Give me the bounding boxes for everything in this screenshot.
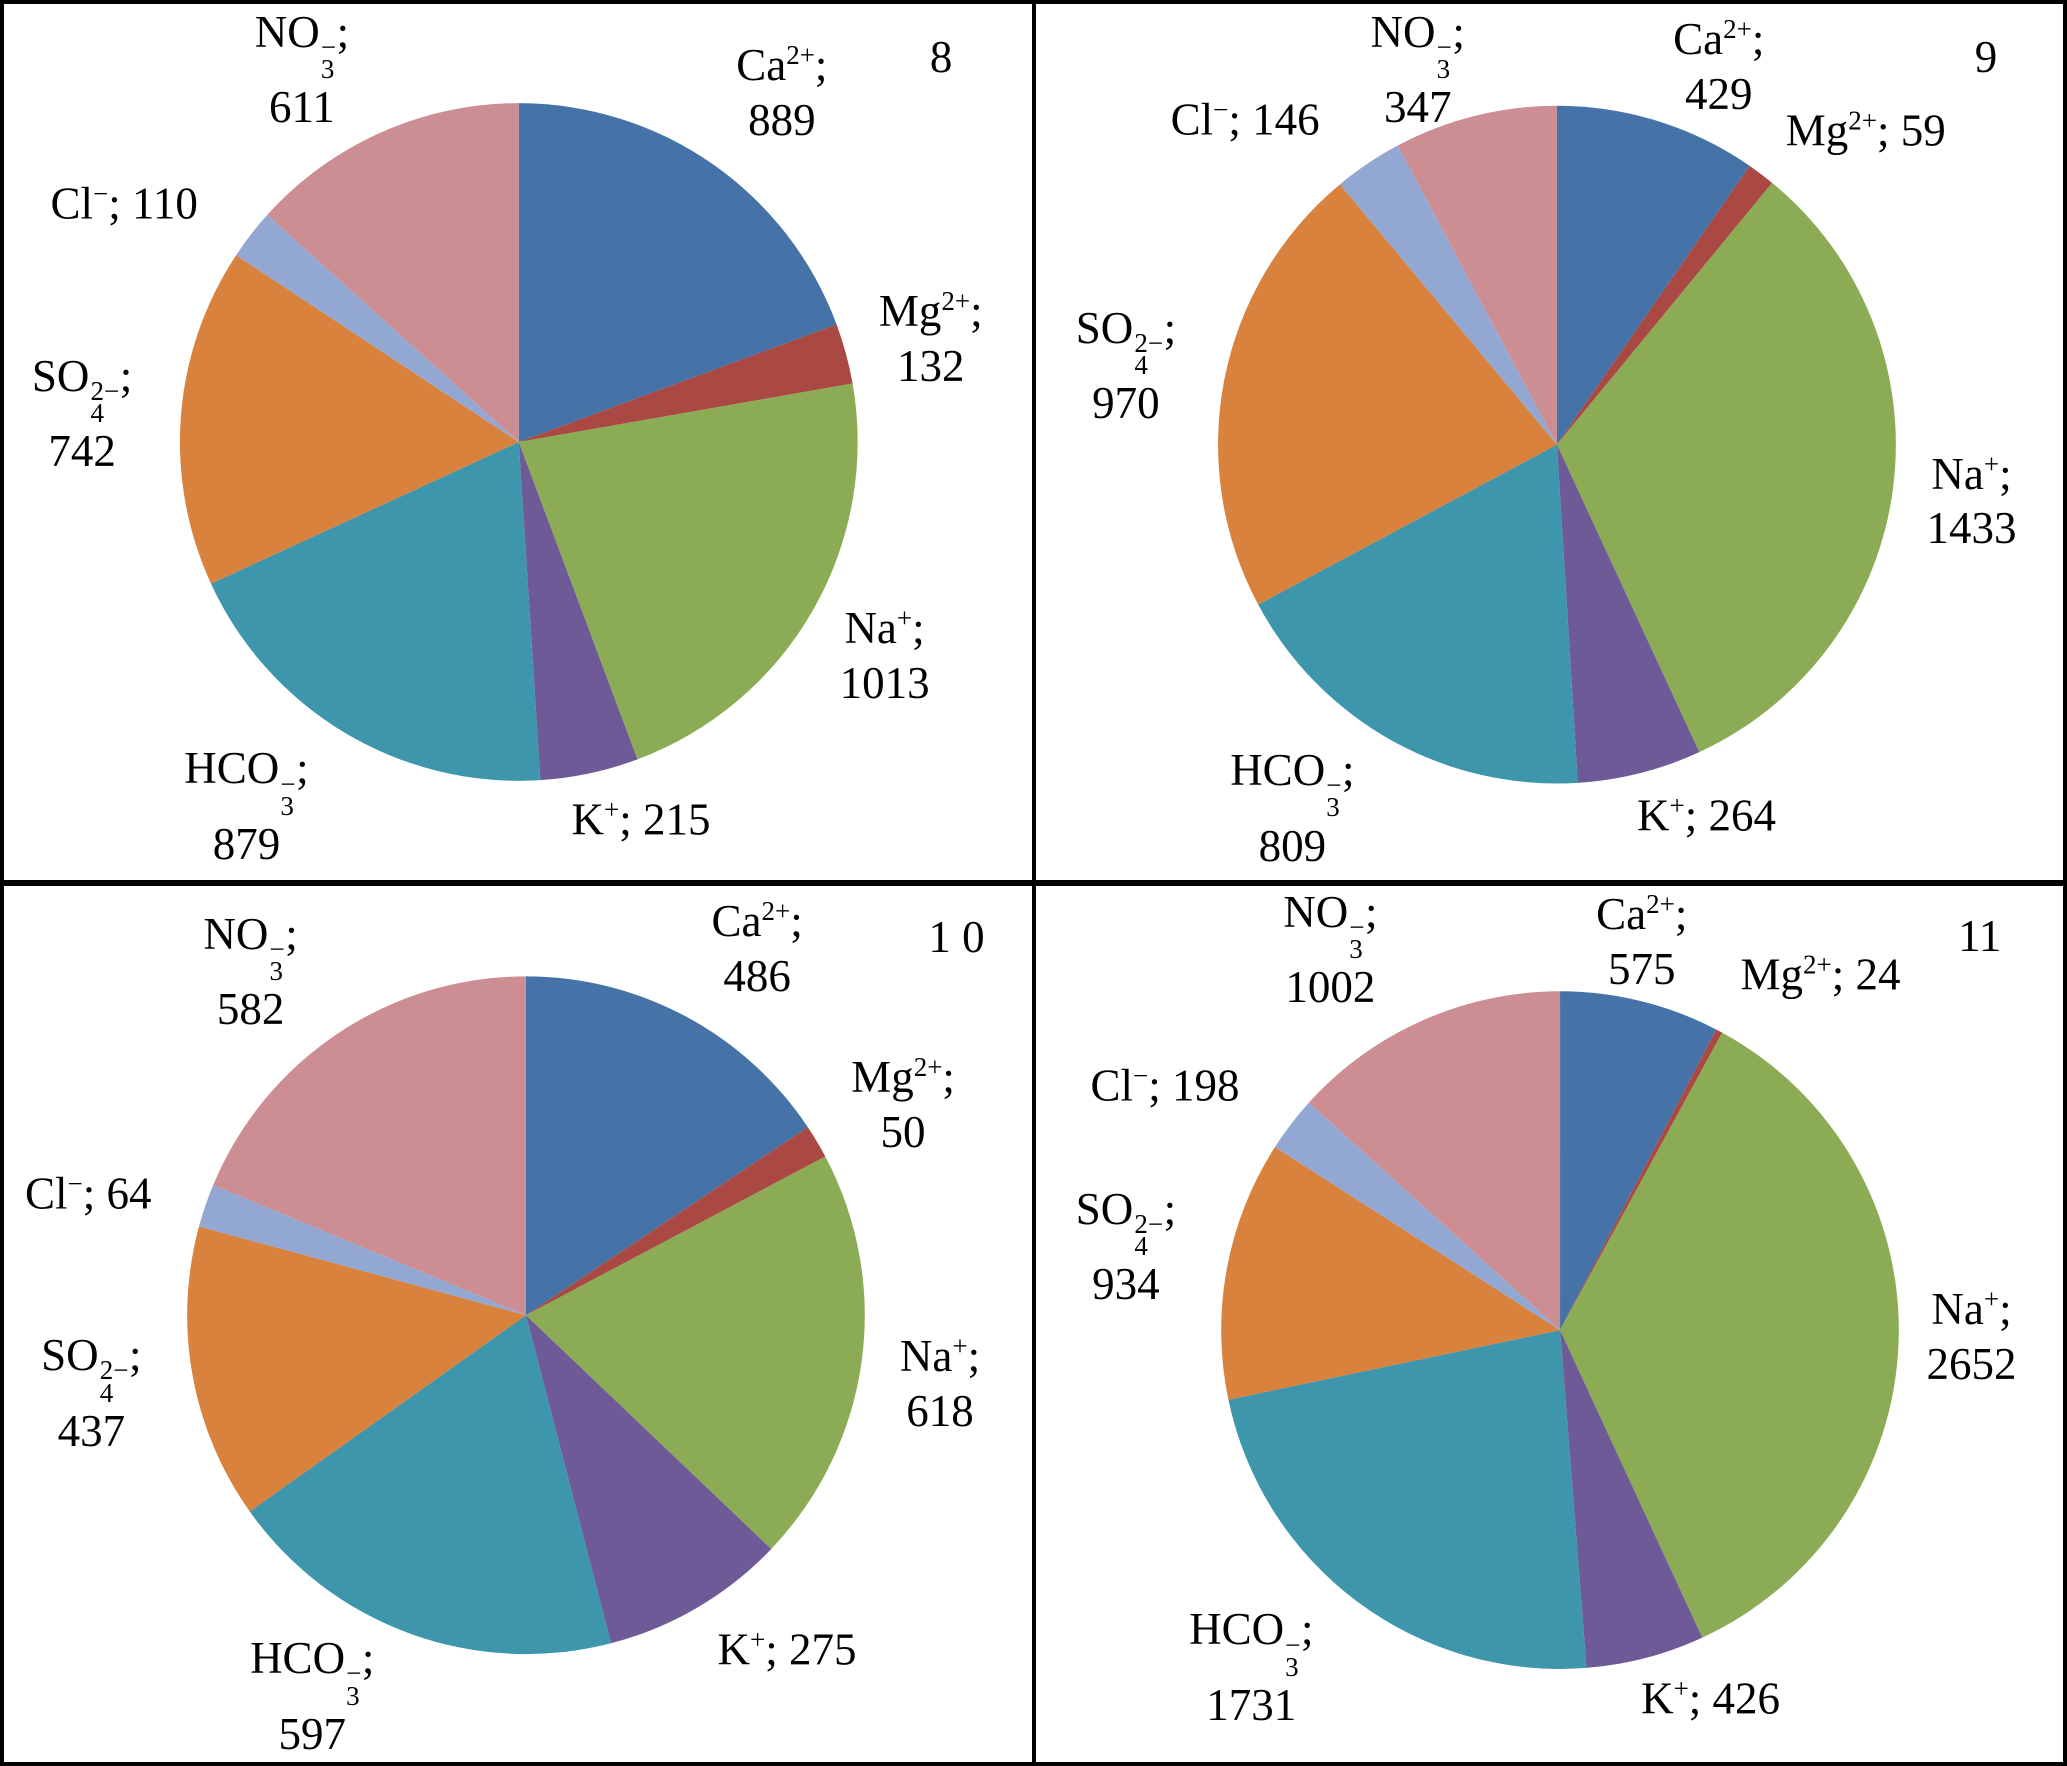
label-mg-panel-9: Mg2+; 59 [1785, 105, 1946, 156]
label-na-panel-11: Na+; 2652 [1926, 1284, 2017, 1390]
hco3-subsup: −3 [1326, 770, 1342, 823]
slice-k-panel-10 [525, 1315, 772, 1644]
label-k-panel-10: K+; 275 [717, 1624, 857, 1675]
slice-hco3-panel-11 [1227, 1330, 1587, 1669]
slice-cl-panel-9 [1339, 145, 1557, 445]
label-ca-panel-10: Ca2+; 486 [711, 896, 803, 1002]
slice-cl-panel-8 [236, 214, 519, 442]
panel-10: 1 0 Ca2+; 486 Mg2+; 50 Na+; 618 K+; 275 HCO −3; 5… [4, 883, 1034, 1762]
slice-so4-panel-8 [179, 255, 519, 584]
slice-so4-panel-10 [187, 1226, 526, 1512]
label-no3-panel-9: NO −3; 347 [1370, 6, 1465, 132]
slice-ca-panel-11 [1559, 991, 1716, 1331]
slice-ca-panel-8 [518, 103, 837, 442]
slice-mg-panel-11 [1559, 1029, 1722, 1331]
label-ca-panel-8: Ca2+; 889 [736, 40, 828, 146]
label-so4-panel-8: SO 2− 4; 742 [31, 350, 133, 477]
slice-ca-panel-10 [525, 976, 808, 1316]
hco3-subsup: −3 [346, 1658, 362, 1711]
label-so4-panel-11: SO 2− 4; 934 [1075, 1183, 1177, 1310]
label-so4-panel-10: SO 2− 4; 437 [41, 1330, 142, 1456]
slice-k-panel-8 [518, 442, 638, 781]
label-cl-panel-10: Cl−; 64 [24, 1168, 152, 1219]
label-mg-panel-10: Mg2+; 50 [851, 1052, 955, 1157]
so4-subsup: 2− 4 [90, 375, 120, 429]
slice-hco3-panel-8 [210, 442, 541, 781]
label-hco3-panel-8: HCO −3; 879 [184, 743, 309, 869]
pie-chart-10 [187, 976, 865, 1655]
panel-number-9: 9 [1974, 31, 1998, 82]
hco3-subsup: −3 [1285, 1629, 1301, 1682]
label-k-panel-8: K+; 215 [571, 794, 711, 845]
no3-subsup: −3 [269, 933, 285, 986]
label-no3-panel-8: NO −3; 611 [254, 6, 350, 132]
slice-hco3-panel-9 [1257, 444, 1578, 784]
label-cl-panel-9: Cl−; 146 [1170, 94, 1320, 145]
slice-mg-panel-9 [1556, 165, 1772, 445]
slice-mg-panel-10 [525, 1127, 826, 1316]
label-ca-panel-9: Ca2+; 429 [1673, 14, 1765, 120]
panel-11: 11 Ca2+; 575 Mg2+; 24 Na+; 2652 K+; 426 HCO −3;… [1033, 883, 2063, 1762]
hco3-subsup: −3 [280, 768, 296, 821]
slice-na-panel-8 [518, 383, 858, 760]
label-na-panel-8: Na+; 1013 [839, 602, 930, 708]
panel-number-10: 1 0 [928, 911, 985, 962]
panel-8: 8 Ca2+; 889 Mg2+; 132 Na+; 1013 K+; 215 HCO −3; 8… [4, 4, 1034, 883]
slice-no3-panel-9 [1397, 105, 1557, 445]
slice-na-panel-9 [1556, 182, 1896, 753]
slice-hco3-panel-10 [249, 1315, 612, 1655]
label-cl-panel-8: Cl−; 110 [50, 178, 198, 229]
label-na-panel-9: Na+; 1433 [1926, 448, 2017, 554]
slice-ca-panel-9 [1556, 105, 1750, 445]
slice-mg-panel-8 [518, 324, 853, 442]
slice-no3-panel-11 [1308, 991, 1560, 1331]
label-na-panel-10: Na+; 618 [899, 1331, 981, 1437]
slice-k-panel-9 [1556, 444, 1699, 783]
pie-chart-11 [1220, 991, 1899, 1669]
slice-cl-panel-11 [1274, 1102, 1560, 1331]
so4-subsup: 2− 4 [1134, 327, 1164, 380]
no3-subsup: −3 [320, 31, 337, 84]
label-ca-panel-11: Ca2+; 575 [1596, 889, 1688, 995]
label-cl-panel-11: Cl−; 198 [1090, 1060, 1240, 1111]
label-k-panel-9: K+; 264 [1636, 790, 1776, 841]
pie-chart-9 [1217, 105, 1896, 784]
label-hco3-panel-9: HCO −3; 809 [1230, 745, 1355, 871]
label-hco3-panel-11: HCO −3; 1731 [1189, 1604, 1314, 1730]
label-mg-panel-11: Mg2+; 24 [1740, 949, 1901, 1000]
pie-chart-8 [179, 103, 858, 781]
no3-subsup: −3 [1436, 31, 1452, 84]
panel-number-11: 11 [1958, 910, 2002, 961]
label-hco3-panel-10: HCO −3; 597 [250, 1633, 375, 1759]
slice-k-panel-11 [1559, 1330, 1702, 1668]
so4-subsup: 2− 4 [99, 1355, 129, 1408]
slice-no3-panel-8 [267, 103, 519, 442]
panel-number-8: 8 [929, 31, 953, 82]
no3-subsup: −3 [1349, 911, 1365, 965]
slice-so4-panel-9 [1217, 184, 1557, 605]
label-so4-panel-9: SO 2− 4; 970 [1075, 302, 1177, 429]
slice-no3-panel-10 [213, 976, 526, 1316]
label-mg-panel-8: Mg2+; 132 [878, 285, 983, 391]
panel-9: 9 Ca2+; 429 Mg2+; 59 Na+; 1433 K+; 264 HCO −3; 8… [1033, 4, 2063, 883]
label-no3-panel-11: NO −3; 1002 [1283, 886, 1378, 1013]
label-k-panel-11: K+; 426 [1641, 1673, 1781, 1724]
slice-na-panel-10 [525, 1156, 865, 1549]
so4-subsup: 2− 4 [1134, 1208, 1164, 1262]
slice-cl-panel-10 [199, 1184, 526, 1316]
label-no3-panel-10: NO −3; 582 [203, 908, 298, 1035]
slice-na-panel-11 [1559, 1032, 1899, 1638]
slice-so4-panel-11 [1220, 1146, 1560, 1400]
